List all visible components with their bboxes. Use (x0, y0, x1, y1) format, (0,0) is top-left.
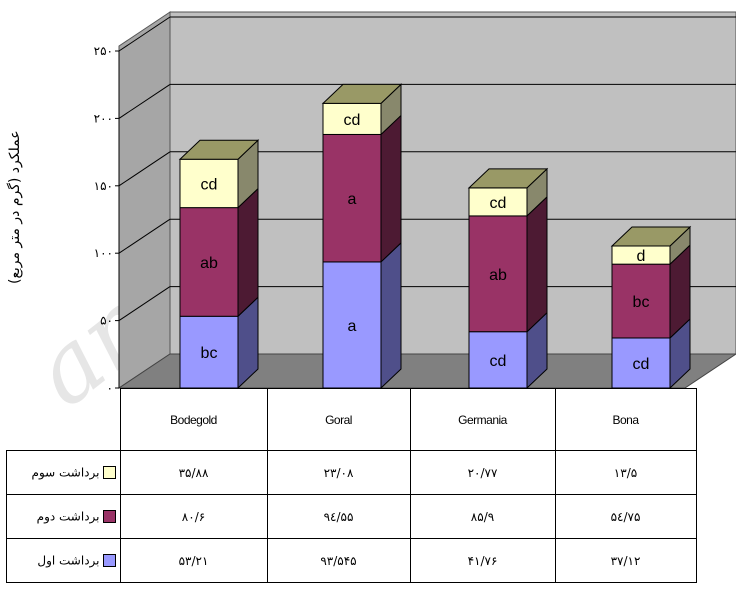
legend-label: برداشت سوم (31, 465, 100, 480)
bars: bc ab cd a a cd cd ab cd cd bc d (178, 83, 692, 390)
bar-segment-front (468, 215, 528, 333)
bar-letter-label: cd (490, 195, 507, 212)
bar-letter-label: ab (200, 255, 218, 272)
y-tick-label: ۰ (107, 381, 113, 395)
bar-segment-side (237, 187, 259, 318)
table-cell-value: ۳۷/۱۲ (554, 538, 697, 583)
legend-entry: برداشت دوم (6, 494, 121, 539)
table-corner (7, 389, 121, 451)
legend-label: برداشت دوم (36, 509, 100, 524)
table-cell-value: ۵٤/۷۵ (554, 494, 697, 539)
bar-segment-side (380, 241, 402, 390)
table-cell-value: ۲۳/۰۸ (266, 450, 411, 495)
bar-stack-bona: cd bc d (610, 225, 692, 390)
category-label: Goral (266, 388, 411, 451)
table-cell-value: ۱۳/۵ (554, 450, 697, 495)
bar-segment-front (322, 261, 382, 389)
table-cell-value: ۸۰/۶ (119, 494, 268, 539)
bar-letter-label: cd (490, 353, 507, 370)
table-row: برداشت اول ۵۳/۲۱ ۹۳/۵۴۵ ۴۱/۷۶ ۳۷/۱۲ (6, 538, 697, 583)
category-label: Bodegold (119, 388, 268, 451)
table-header-row: Bodegold Goral Germania Bona (7, 388, 697, 451)
bar-letter-label: a (348, 191, 357, 208)
bar-letter-label: ab (489, 267, 507, 284)
gridline (118, 286, 171, 322)
bar-top (321, 83, 403, 104)
bar-segment-front (322, 133, 382, 263)
legend-swatch (102, 554, 116, 568)
legend-swatch (102, 466, 116, 480)
bar-top (178, 139, 260, 160)
bar-segment-front (468, 331, 528, 389)
bar-letter-label: cd (633, 356, 650, 373)
table-cell-value: ۲۰/۷۷ (409, 450, 556, 495)
legend-label: برداشت اول (37, 553, 100, 568)
gridline (118, 83, 171, 119)
y-tick-label: ۲۵۰ (94, 44, 113, 58)
bar-stack-goral: a a cd (321, 83, 403, 390)
table-cell-value: ۸۵/۹ (409, 494, 556, 539)
table-cell-value: ۵۳/۲۱ (119, 538, 268, 583)
bar-letter-label: bc (201, 345, 218, 362)
bar-stack-bodegold: bc ab cd (178, 139, 260, 390)
table-cell-value: ۹٤/۵۵ (266, 494, 411, 539)
legend-entry: برداشت اول (6, 538, 121, 583)
y-tick-label: ۵۰ (100, 314, 113, 328)
side-wall (118, 11, 171, 389)
y-tick-label: ۲۰۰ (94, 111, 113, 125)
bar-segment-front (179, 158, 239, 209)
legend-swatch (102, 510, 116, 524)
chart-walls (117, 11, 736, 389)
bar-segment-front (322, 102, 382, 135)
table-row: برداشت دوم ۸۰/۶ ۹٤/۵۵ ۸۵/۹ ۵٤/۷۵ (6, 494, 697, 539)
table-cell-value: ۹۳/۵۴۵ (266, 538, 411, 583)
bar-segment-side (526, 195, 548, 333)
bar-segment-front (611, 263, 671, 339)
bar-letter-label: cd (344, 112, 361, 129)
y-tick-label: ۱۰۰ (94, 246, 113, 260)
gridline (118, 16, 171, 52)
table-cell-value: ۴۱/۷۶ (409, 538, 556, 583)
bar-stack-germania: cd ab cd (467, 167, 549, 390)
gridline (118, 151, 171, 187)
category-label: Germania (409, 388, 556, 451)
category-label: Bona (554, 388, 697, 451)
gridline (118, 218, 171, 254)
bar-segment-side (380, 114, 402, 264)
bar-letter-label: d (637, 248, 646, 265)
bar-top (467, 168, 549, 189)
bar-letter-label: cd (201, 176, 218, 193)
y-axis-title: عملکرد (گرم در متر مربع) (7, 130, 23, 284)
gridlines (118, 16, 736, 322)
bar-letter-label: a (348, 318, 357, 335)
legend-entry: برداشت سوم (6, 450, 121, 495)
data-table: Bodegold Goral Germania Bona برداشت سوم ۳۵/۸۸… (6, 388, 697, 583)
y-axis: ۰ ۵۰ ۱۰۰ ۱۵۰ ۲۰۰ ۲۵۰ (94, 44, 120, 395)
bar-top (610, 226, 692, 247)
bar-segment-front (179, 207, 239, 317)
table-row: برداشت سوم ۳۵/۸۸ ۲۳/۰۸ ۲۰/۷۷ ۱۳/۵ (6, 450, 697, 495)
table-cell-value: ۳۵/۸۸ (119, 450, 268, 495)
bar-letter-label: bc (633, 294, 650, 311)
y-tick-label: ۱۵۰ (94, 179, 113, 193)
